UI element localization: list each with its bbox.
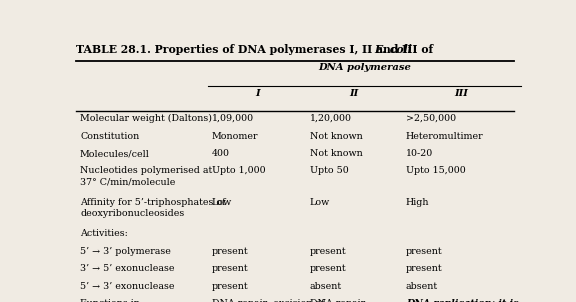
- Text: Low: Low: [212, 198, 232, 207]
- Text: E. coli: E. coli: [374, 44, 412, 55]
- Text: Activities:: Activities:: [80, 229, 128, 238]
- Text: >2,50,000: >2,50,000: [406, 114, 456, 123]
- Text: Upto 1,000: Upto 1,000: [212, 166, 266, 175]
- Text: DNA repair: DNA repair: [310, 299, 365, 302]
- Text: Molecular weight (Daltons): Molecular weight (Daltons): [80, 114, 212, 123]
- Text: DNA repair; excision of
RNA primers: DNA repair; excision of RNA primers: [212, 299, 324, 302]
- Text: present: present: [212, 264, 248, 273]
- Text: present: present: [310, 247, 347, 256]
- Text: Not known: Not known: [310, 149, 363, 158]
- Text: III: III: [454, 88, 468, 98]
- Text: 10-20: 10-20: [406, 149, 433, 158]
- Text: II: II: [350, 88, 359, 98]
- Text: present: present: [406, 247, 442, 256]
- Text: present: present: [212, 281, 248, 291]
- Text: 400: 400: [212, 149, 230, 158]
- Text: absent: absent: [310, 281, 342, 291]
- Text: Nucleotides polymerised at
37° C/min/molecule: Nucleotides polymerised at 37° C/min/mol…: [80, 166, 213, 187]
- Text: TABLE 28.1. Properties of DNA polymerases I, II and III of: TABLE 28.1. Properties of DNA polymerase…: [77, 44, 437, 55]
- Text: Upto 15,000: Upto 15,000: [406, 166, 465, 175]
- Text: DNA polymerase: DNA polymerase: [318, 63, 411, 72]
- Text: present: present: [310, 264, 347, 273]
- Text: Heteromultimer: Heteromultimer: [406, 132, 483, 141]
- Text: 5’ → 3’ exonuclease: 5’ → 3’ exonuclease: [80, 281, 175, 291]
- Text: Not known: Not known: [310, 132, 363, 141]
- Text: present: present: [212, 247, 248, 256]
- Text: DNA replication; it is
the real replicase: DNA replication; it is the real replicas…: [406, 299, 518, 302]
- Text: 1,20,000: 1,20,000: [310, 114, 352, 123]
- Text: absent: absent: [406, 281, 438, 291]
- Text: present: present: [406, 264, 442, 273]
- Text: Functions in: Functions in: [80, 299, 140, 302]
- Text: High: High: [406, 198, 429, 207]
- Text: Low: Low: [310, 198, 330, 207]
- Text: Upto 50: Upto 50: [310, 166, 348, 175]
- Text: I: I: [255, 88, 260, 98]
- Text: Molecules/cell: Molecules/cell: [80, 149, 150, 158]
- Text: Monomer: Monomer: [212, 132, 258, 141]
- Text: Constitution: Constitution: [80, 132, 139, 141]
- Text: Affinity for 5’-triphosphates of
deoxyribonucleosides: Affinity for 5’-triphosphates of deoxyri…: [80, 198, 226, 218]
- Text: 3’ → 5’ exonuclease: 3’ → 5’ exonuclease: [80, 264, 175, 273]
- Text: 5’ → 3’ polymerase: 5’ → 3’ polymerase: [80, 247, 171, 256]
- Text: 1,09,000: 1,09,000: [212, 114, 254, 123]
